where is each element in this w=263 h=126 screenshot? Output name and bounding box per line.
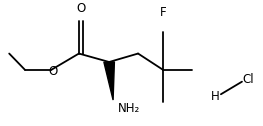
Text: O: O — [76, 2, 86, 15]
Text: NH₂: NH₂ — [118, 102, 141, 115]
Text: H: H — [211, 90, 220, 103]
Text: O: O — [48, 65, 57, 78]
Polygon shape — [104, 62, 114, 100]
Text: Cl: Cl — [243, 73, 254, 86]
Text: F: F — [160, 6, 166, 19]
